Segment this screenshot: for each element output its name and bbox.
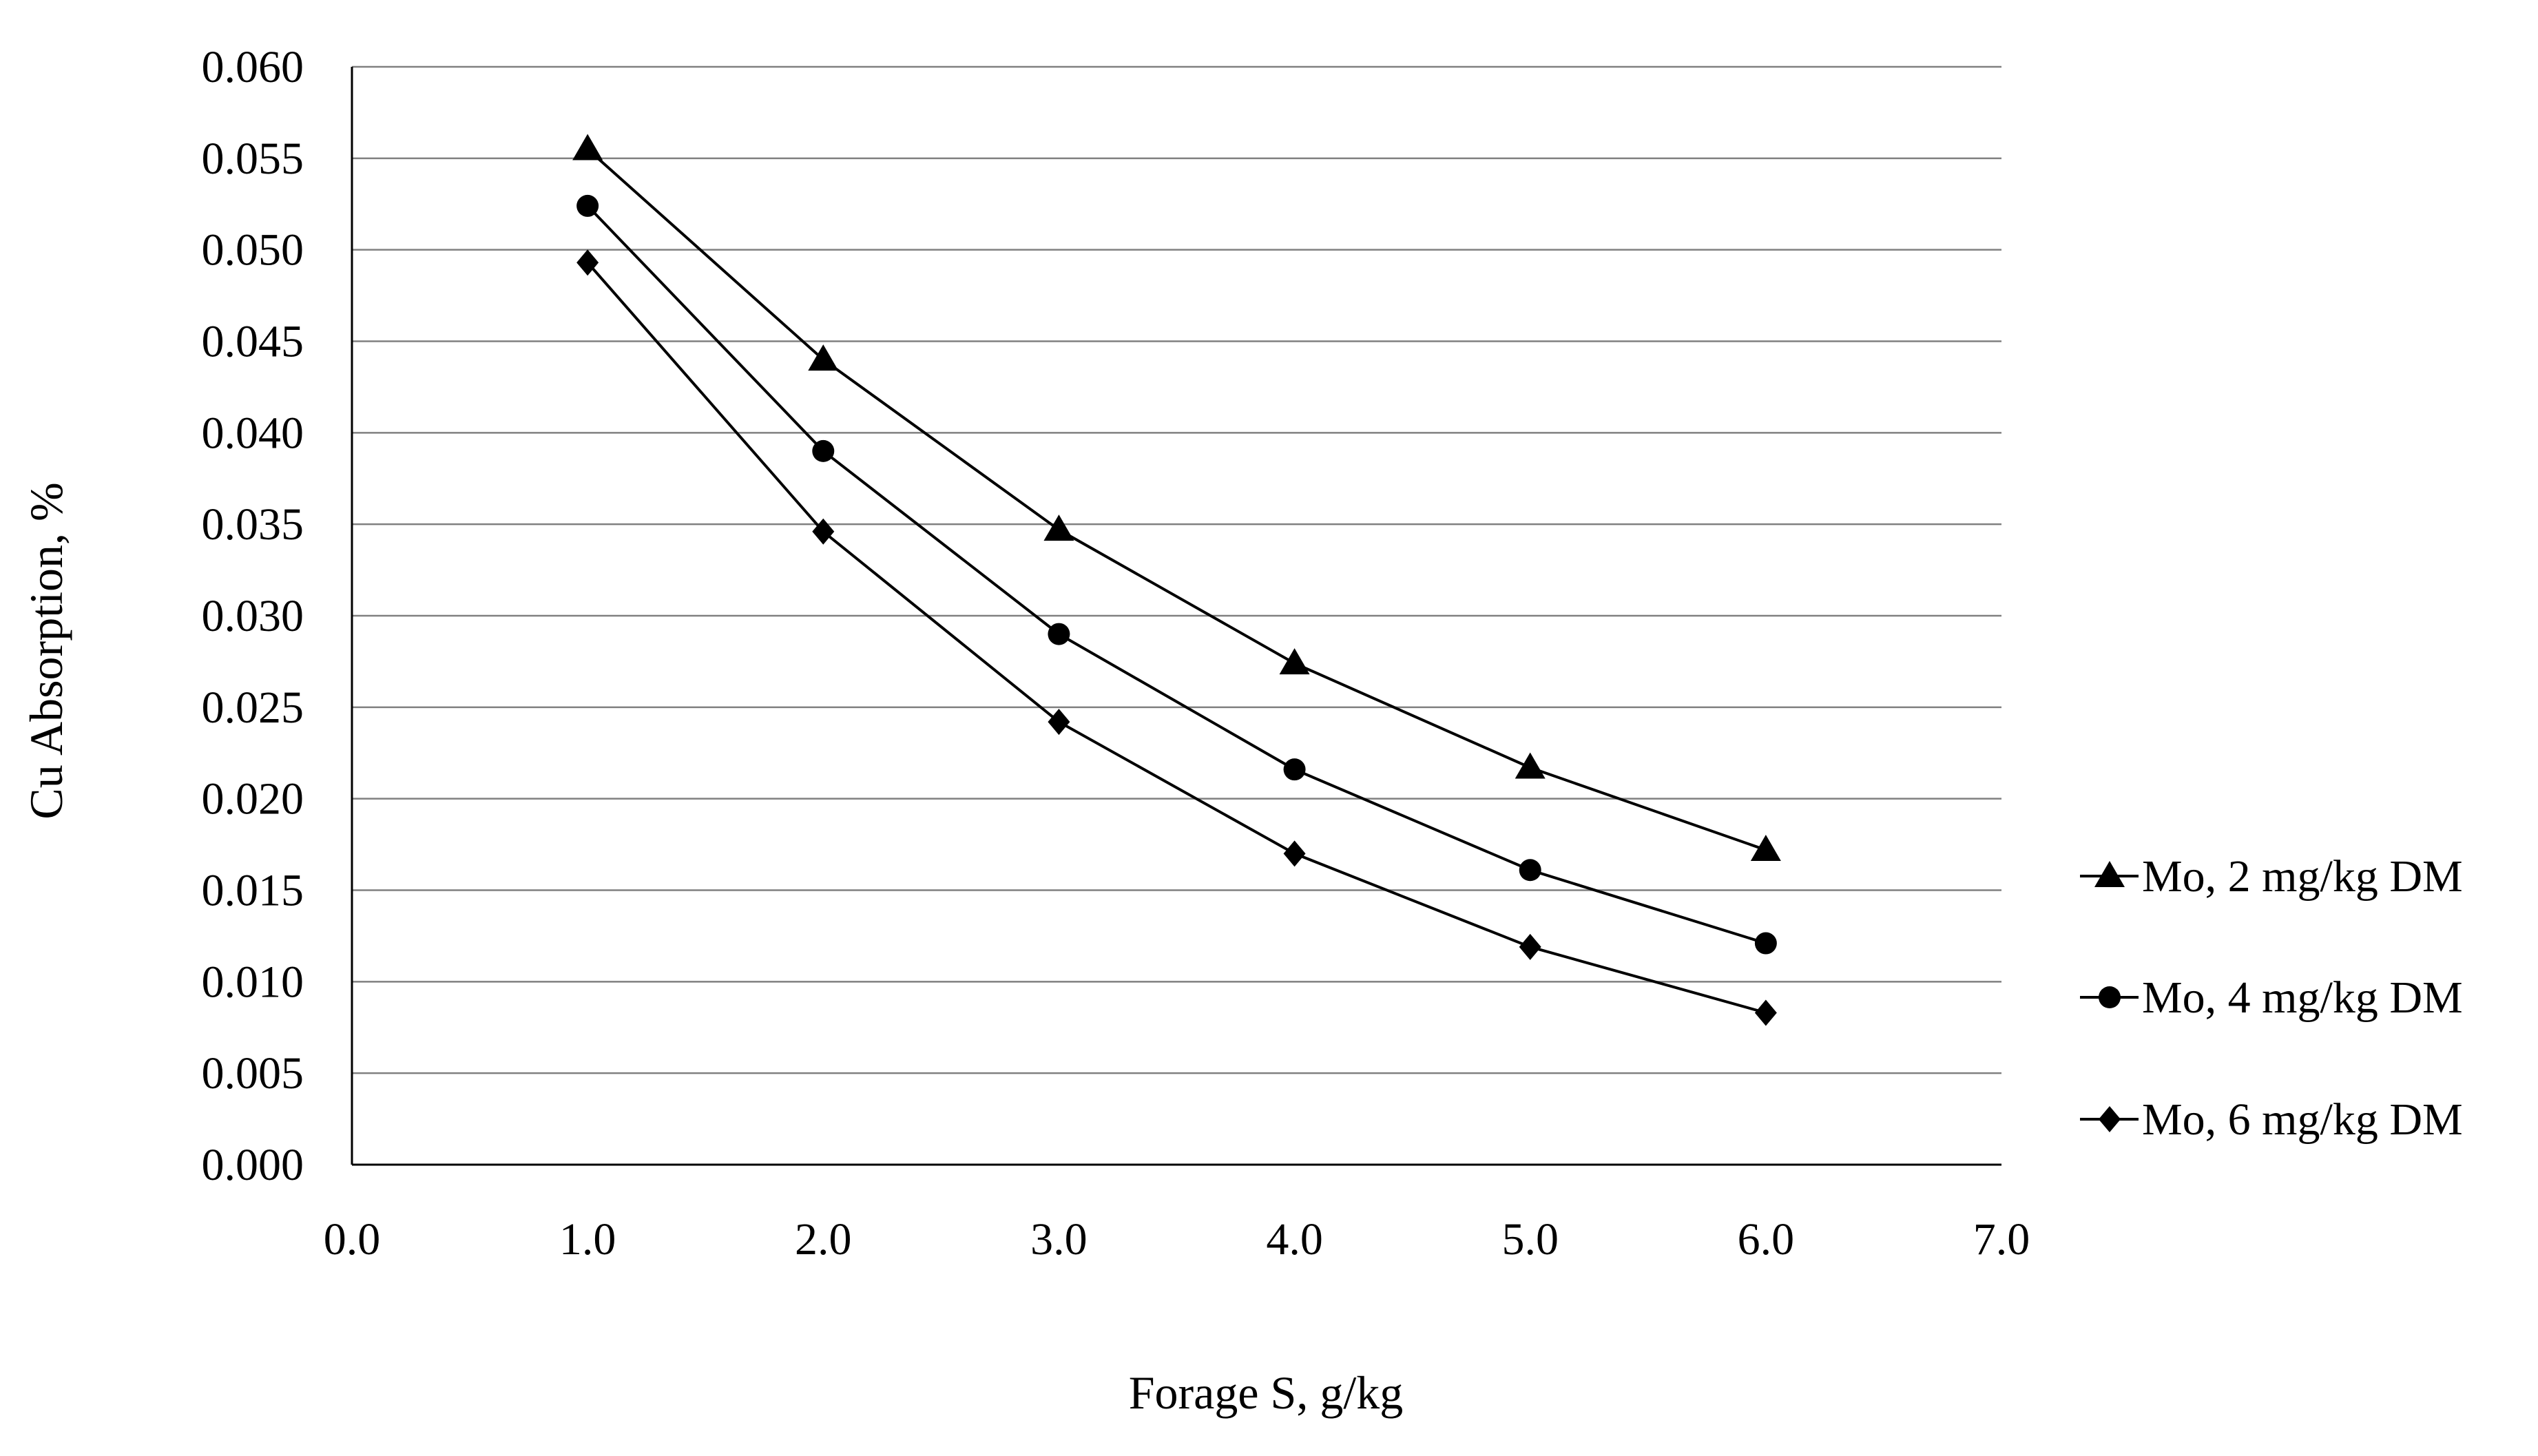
data-point <box>1519 859 1541 882</box>
data-point <box>1048 709 1070 736</box>
data-point <box>812 439 835 462</box>
data-point <box>812 518 835 545</box>
y-tick-label: 0.000 <box>202 1140 304 1190</box>
legend-marker-circle <box>2099 986 2121 1008</box>
data-point <box>808 344 839 371</box>
data-point <box>572 134 603 160</box>
x-tick-label: 5.0 <box>1501 1214 1559 1265</box>
x-tick-label: 7.0 <box>1973 1214 2030 1265</box>
y-tick-label: 0.030 <box>202 591 304 641</box>
x-tick-label: 0.0 <box>324 1214 381 1265</box>
legend-item: Mo, 6 mg/kg DM <box>2080 1094 2463 1145</box>
y-tick-label: 0.020 <box>202 774 304 824</box>
y-tick-label: 0.060 <box>202 42 304 92</box>
legend-label: Mo, 2 mg/kg DM <box>2142 851 2463 902</box>
series-diamond <box>576 249 1777 1026</box>
x-tick-label: 6.0 <box>1738 1214 1795 1265</box>
data-point <box>576 194 599 217</box>
data-point <box>1750 835 1781 862</box>
y-tick-label: 0.025 <box>202 683 304 733</box>
legend-item: Mo, 4 mg/kg DM <box>2080 973 2463 1023</box>
data-point <box>1048 623 1070 645</box>
legend-marker-diamond <box>2099 1106 2121 1132</box>
series-line <box>586 261 1767 1015</box>
legend-label: Mo, 6 mg/kg DM <box>2142 1094 2463 1145</box>
y-axis-label: Cu Absorption, % <box>20 482 72 819</box>
y-tick-label: 0.035 <box>202 499 304 550</box>
series-triangle <box>572 134 1781 862</box>
series-group <box>572 134 1781 1026</box>
y-tick-label: 0.040 <box>202 408 304 458</box>
data-point <box>1279 648 1310 675</box>
data-point <box>1283 758 1306 781</box>
legend-item: Mo, 2 mg/kg DM <box>2080 851 2463 902</box>
y-tick-labels: 0.000 0.005 0.010 0.015 0.020 0.025 0.030 0.035… <box>202 42 304 1190</box>
y-tick-label: 0.055 <box>202 134 304 184</box>
data-point <box>1519 933 1541 960</box>
y-tick-label: 0.010 <box>202 957 304 1007</box>
series-line <box>586 148 1767 851</box>
series-line <box>586 205 1767 945</box>
data-point <box>1043 514 1074 541</box>
legend-label: Mo, 4 mg/kg DM <box>2142 973 2463 1023</box>
x-tick-label: 4.0 <box>1266 1214 1323 1265</box>
x-tick-label: 3.0 <box>1030 1214 1088 1265</box>
data-point <box>1754 999 1777 1026</box>
x-axis-label: Forage S, g/kg <box>1129 1366 1404 1419</box>
y-tick-label: 0.045 <box>202 317 304 367</box>
data-point <box>1515 752 1546 779</box>
x-tick-label: 2.0 <box>795 1214 852 1265</box>
y-tick-label: 0.005 <box>202 1048 304 1099</box>
axes <box>351 67 2001 1166</box>
legend: Mo, 2 mg/kg DM Mo, 4 mg/kg DM Mo, 6 mg/kg … <box>2080 851 2463 1145</box>
x-tick-label: 1.0 <box>559 1214 616 1265</box>
data-point <box>576 249 599 276</box>
y-tick-label: 0.050 <box>202 225 304 275</box>
data-point <box>1754 932 1777 955</box>
y-tick-label: 0.015 <box>202 866 304 916</box>
legend-marker-triangle <box>2094 861 2125 887</box>
data-point <box>1283 840 1306 867</box>
series-circle <box>576 194 1777 955</box>
gridlines <box>352 65 2001 1074</box>
x-tick-labels: 0.0 1.0 2.0 3.0 4.0 5.0 6.0 7.0 <box>324 1214 2030 1265</box>
